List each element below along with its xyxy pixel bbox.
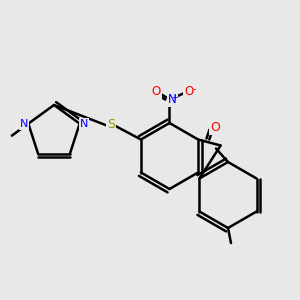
Text: N: N xyxy=(80,119,88,129)
Text: +: + xyxy=(172,93,178,102)
Text: O: O xyxy=(184,85,194,98)
Text: N: N xyxy=(168,92,177,106)
Text: N: N xyxy=(20,119,28,129)
Text: -: - xyxy=(192,84,196,94)
Text: S: S xyxy=(107,118,115,131)
Text: O: O xyxy=(152,85,160,98)
Text: O: O xyxy=(210,121,220,134)
